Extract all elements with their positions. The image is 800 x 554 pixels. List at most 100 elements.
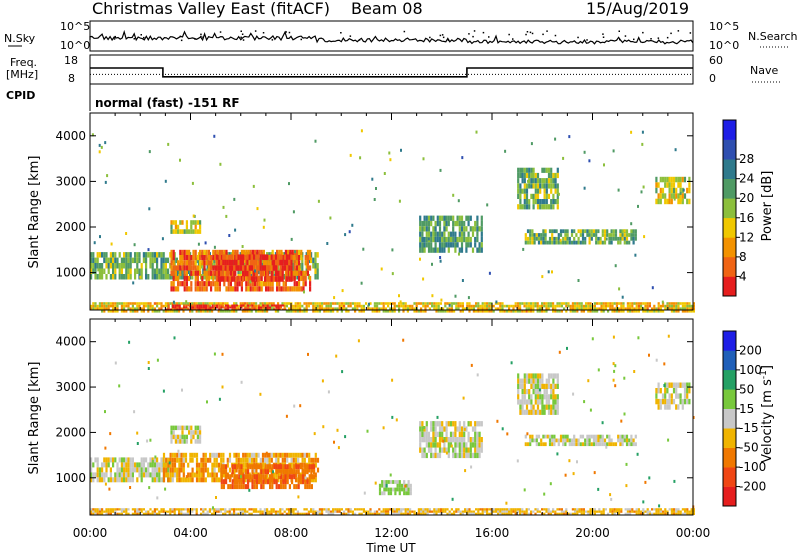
heatmap-cell [556,394,559,400]
heatmap-cell [456,236,459,243]
heatmap-cell [458,431,461,437]
scatter-points [104,334,695,510]
heatmap-cell [438,215,442,221]
heatmap-cell [436,215,439,221]
heatmap-cell [96,512,99,515]
heatmap-cell [409,512,412,515]
colorbar-tick-label: 28 [739,152,754,166]
heatmap-cell [526,442,530,447]
heatmap-cell [477,307,480,310]
heatmap-cell [406,307,409,310]
heatmap-cell [459,302,462,305]
heatmap-cell [592,442,596,447]
heatmap-cell [432,426,435,432]
heatmap-cell [270,276,273,282]
heatmap-cell [239,265,242,271]
heatmap-cell [393,304,396,308]
scatter-point [636,452,639,456]
heatmap-cell [499,304,502,308]
heatmap-cell [438,236,442,243]
heatmap-cell [233,510,236,513]
scatter-point [674,148,677,152]
heatmap-cell [294,307,297,310]
heatmap-cell [690,512,693,515]
heatmap-cell [94,268,97,274]
heatmap-cell [542,240,545,245]
heatmap-cell [202,512,205,515]
heatmap-cell [177,281,180,287]
heatmap-cell [147,307,150,310]
heatmap-cell [293,474,296,480]
heatmap-cell [303,508,306,511]
heatmap-cell [391,302,394,305]
heatmap-cell [242,259,245,266]
heatmap-cell [610,442,613,447]
heatmap-cell [543,394,546,400]
heatmap-cell [190,270,193,276]
heatmap-cell [275,472,278,478]
heatmap-cell [213,257,216,264]
heatmap-cell [261,310,264,313]
heatmap-cell [430,426,433,432]
heatmap-cell [284,484,287,490]
heatmap-cell [615,302,618,305]
heatmap-cell [182,307,185,310]
heatmap-cell [419,442,422,448]
heatmap-cell [253,254,256,260]
heatmap-cell [123,274,126,280]
scatter-point [673,197,676,201]
heatmap-cell [581,233,585,237]
heatmap-cell [174,434,177,440]
scatter-point [363,491,366,495]
heatmap-cell [173,452,177,458]
heatmap-cell [686,304,689,308]
heatmap-cell [262,304,265,307]
heatmap-cell [272,254,275,260]
heatmap-cell [620,310,623,313]
heatmap-cell [523,304,526,308]
heatmap-cell [587,307,590,310]
heatmap-cell [460,437,464,443]
heatmap-cell [479,304,482,308]
heatmap-cell [156,457,159,463]
heatmap-cell [202,472,205,478]
heatmap-cell [112,257,115,264]
heatmap-cell [467,215,470,221]
heatmap-cell [204,477,207,483]
heatmap-cell [305,307,308,310]
heatmap-cell [657,388,660,394]
heatmap-cell [629,512,632,515]
heatmap-cell [637,512,640,515]
heatmap-cell [534,389,537,395]
heatmap-cell [659,510,662,513]
heatmap-cell [172,304,175,307]
heatmap-cell [549,302,552,305]
heatmap-cell [423,431,426,437]
heatmap-cell [552,178,555,184]
scatter-point [254,269,256,273]
heatmap-cell [101,508,104,511]
heatmap-cell [231,306,234,309]
scatter-point [488,271,491,275]
heatmap-cell [222,479,225,485]
heatmap-cell [300,270,303,276]
heatmap-cell [684,302,687,305]
heatmap-cell [468,304,471,308]
heatmap-cell [488,508,491,511]
heatmap-cell [180,467,183,473]
heatmap-cell [233,479,236,485]
scatter-point [366,429,369,433]
heatmap-cell [314,268,317,274]
heatmap-cell [260,484,263,490]
heatmap-cell [295,281,298,287]
heatmap-cell [545,204,548,210]
heatmap-cell [293,281,296,287]
heatmap-cell [147,252,150,258]
heatmap-cell [501,304,504,308]
scatter-point [442,439,445,443]
heatmap-cell [260,286,263,292]
heatmap-cell [246,457,249,463]
heatmap-cell [683,398,687,405]
heatmap-cell [294,508,297,511]
heatmap-cell [228,265,231,271]
